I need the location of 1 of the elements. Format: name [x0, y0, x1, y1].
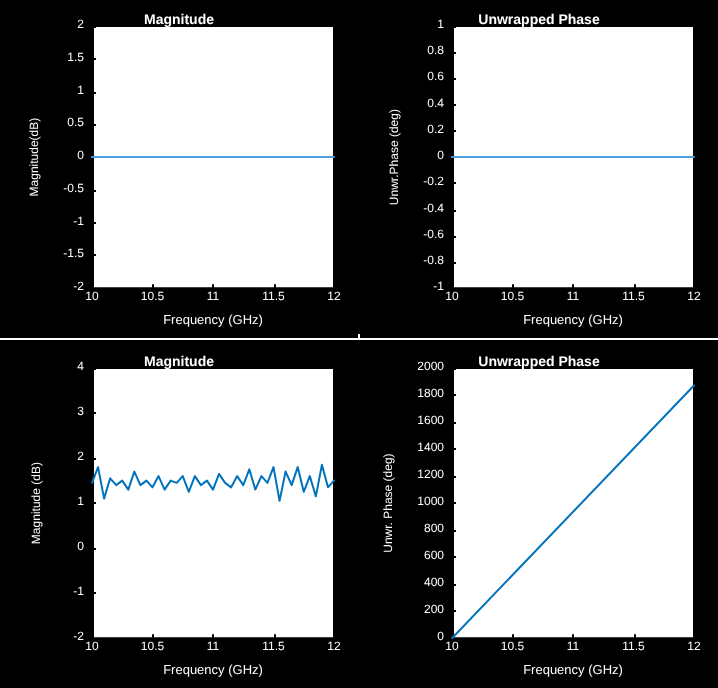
line-series — [91, 463, 335, 502]
